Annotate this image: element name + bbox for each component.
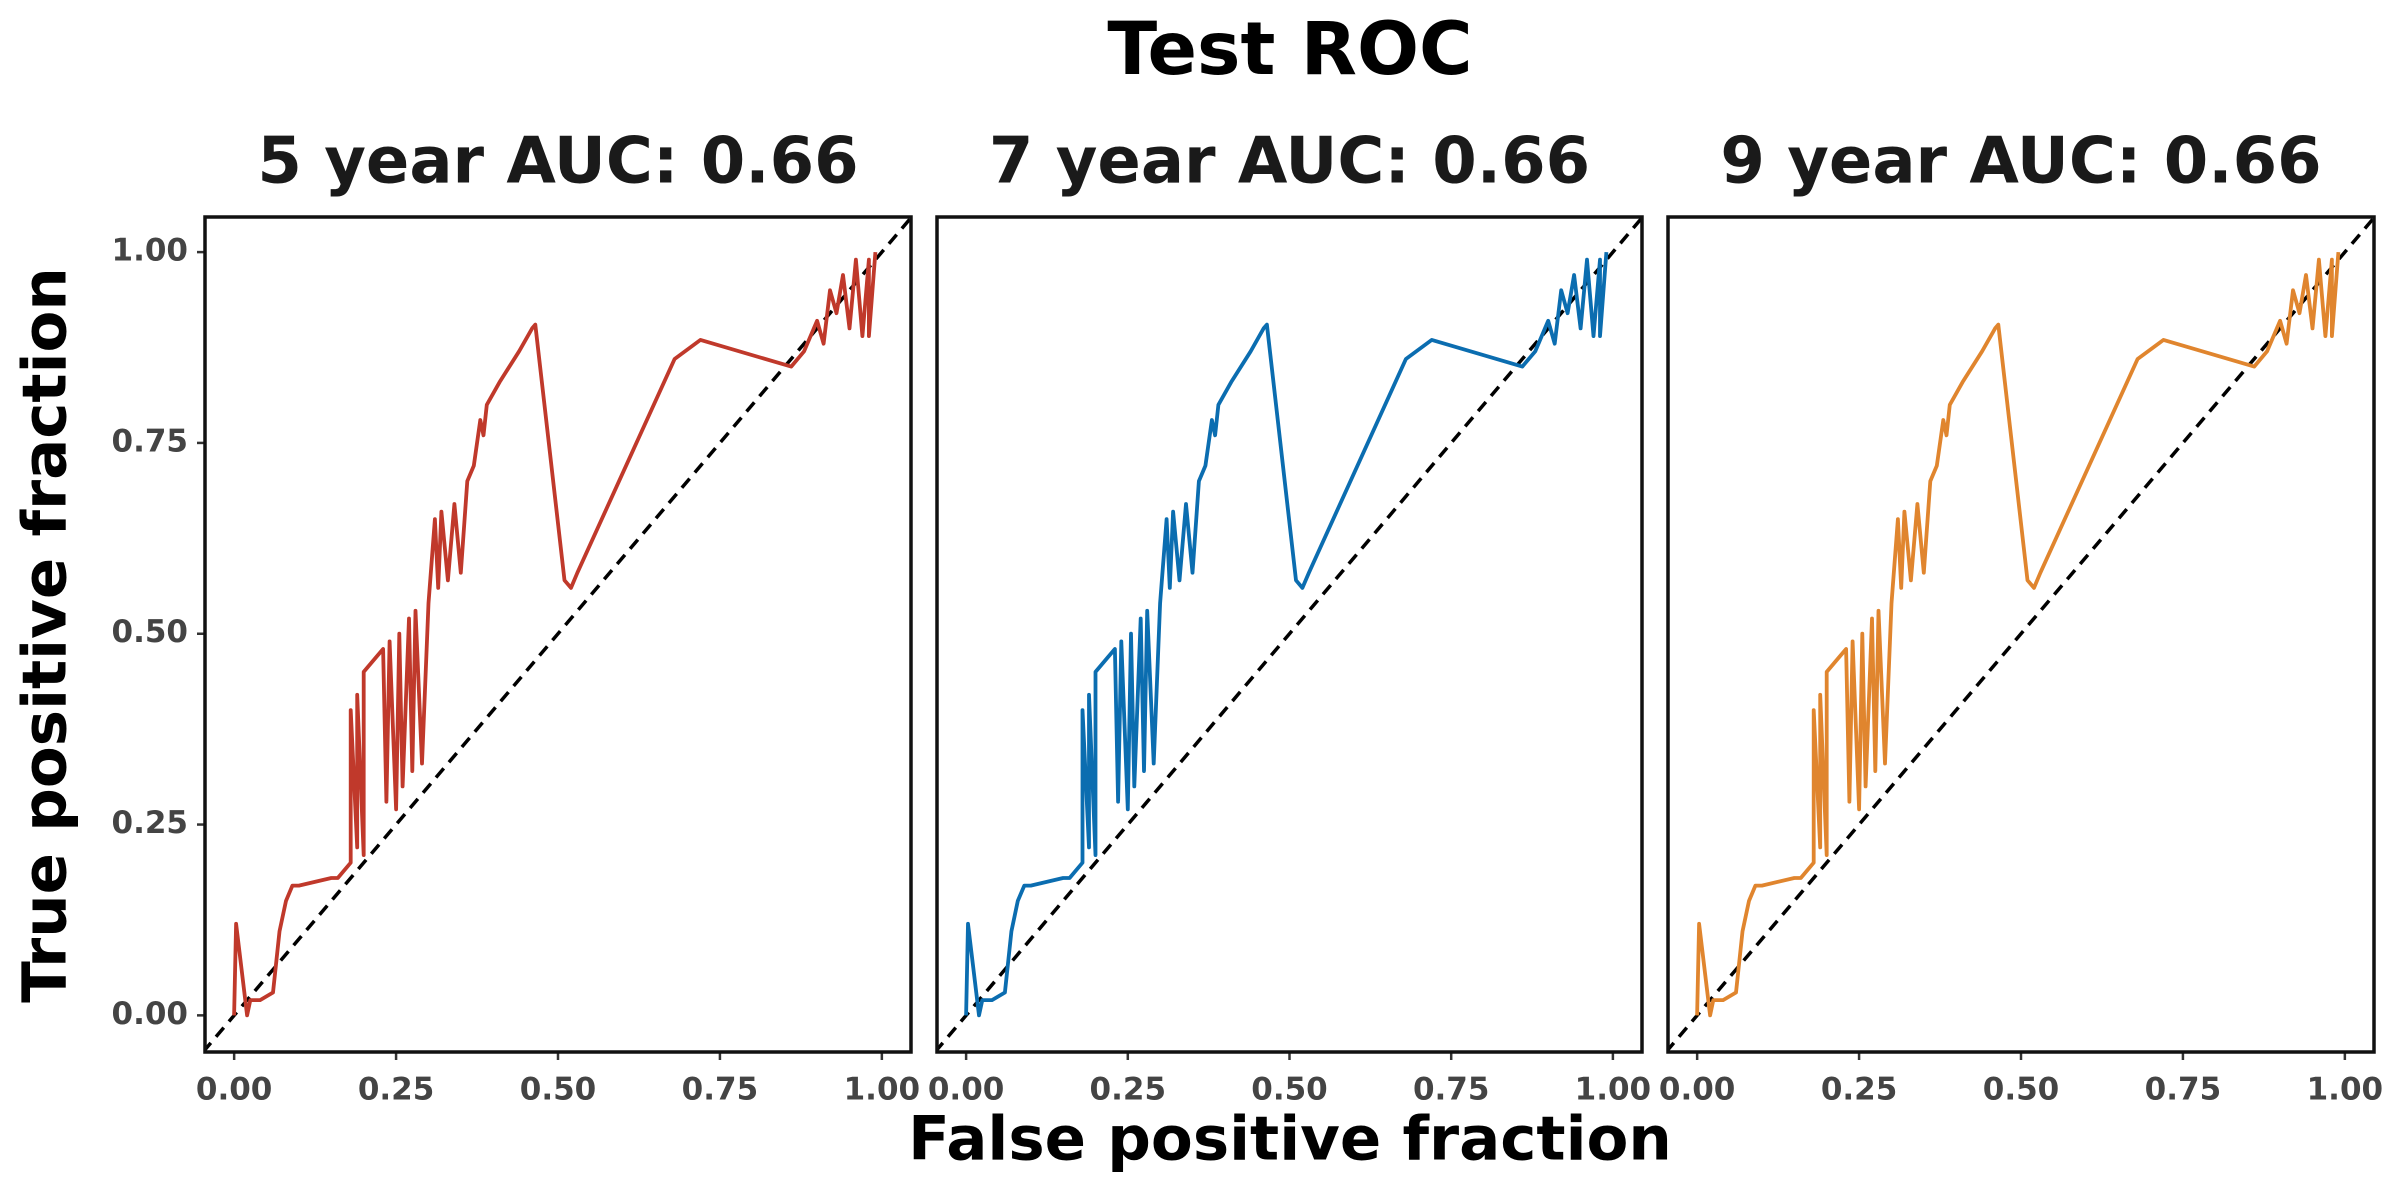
y-tick-label: 0.75: [112, 423, 189, 459]
axes-frame: [203, 215, 913, 1054]
x-tick-label: 0.00: [1659, 1072, 1736, 1108]
roc-curve: [1695, 251, 2341, 1018]
axes-frame: [1666, 215, 2376, 1054]
x-tick-label: 0.75: [682, 1072, 759, 1108]
x-tick-label: 0.50: [520, 1072, 597, 1108]
panel-title: 5 year AUC: 0.66: [257, 125, 858, 199]
y-tick-label: 0.50: [112, 614, 189, 650]
x-tick-label: 0.25: [358, 1072, 435, 1108]
y-tick-label: 0.25: [112, 805, 189, 841]
x-tick-label: 1.00: [844, 1072, 921, 1108]
reference-line: [205, 217, 911, 1052]
roc-curve: [232, 251, 878, 1018]
x-tick-label: 1.00: [1575, 1072, 1652, 1108]
x-tick-label: 0.75: [1413, 1072, 1490, 1108]
y-axis-label: True positive fraction: [10, 267, 81, 1003]
reference-line: [937, 217, 1642, 1052]
x-tick-label: 0.00: [196, 1072, 273, 1108]
y-tick-label: 1.00: [112, 233, 189, 269]
x-tick-label: 0.75: [2145, 1072, 2222, 1108]
x-tick-label: 0.50: [1251, 1072, 1328, 1108]
x-tick-label: 0.25: [1821, 1072, 1898, 1108]
figure-title: Test ROC: [1107, 7, 1472, 92]
roc-curve: [964, 251, 1609, 1018]
x-tick-label: 0.25: [1090, 1072, 1167, 1108]
y-tick-label: 0.00: [112, 996, 189, 1032]
x-tick-label: 1.00: [2307, 1072, 2384, 1108]
x-tick-label: 0.00: [928, 1072, 1005, 1108]
x-axis-label: False positive fraction: [908, 1104, 1672, 1175]
panel-title: 9 year AUC: 0.66: [1720, 125, 2321, 199]
reference-line: [1668, 217, 2374, 1052]
panel-title: 7 year AUC: 0.66: [989, 125, 1590, 199]
axes-frame: [935, 215, 1644, 1054]
x-tick-label: 0.50: [1983, 1072, 2060, 1108]
